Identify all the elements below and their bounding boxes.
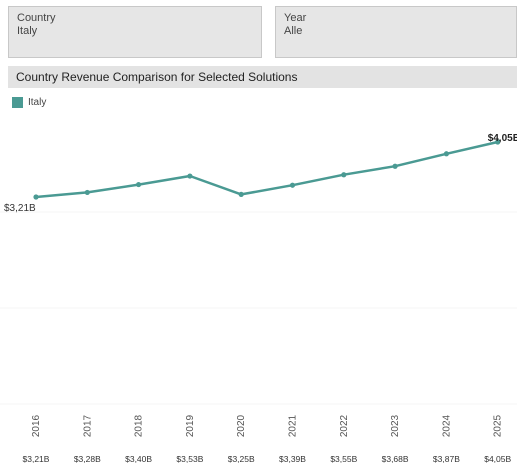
value-label-2020: $3,25B xyxy=(228,454,255,464)
x-tick-label-2018: 2018 xyxy=(134,414,145,437)
legend: Italy xyxy=(12,95,46,109)
data-point-2025 xyxy=(495,139,501,145)
data-point-2019 xyxy=(187,173,193,179)
x-tick-label-2024: 2024 xyxy=(441,414,452,437)
data-point-2022 xyxy=(341,172,347,178)
chart-title: Country Revenue Comparison for Selected … xyxy=(8,66,517,88)
data-point-2023 xyxy=(392,163,398,169)
value-label-2017: $3,28B xyxy=(74,454,101,464)
data-point-2017 xyxy=(84,189,90,196)
value-label-2016: $3,21B xyxy=(23,454,50,464)
data-label-first: $3,21B xyxy=(4,203,36,214)
year-filter-label: Year xyxy=(284,12,307,24)
series-line-italy xyxy=(34,140,499,199)
country-filter[interactable]: Country Italy xyxy=(8,6,262,58)
x-tick-label-2025: 2025 xyxy=(493,414,504,437)
x-tick-label-2019: 2019 xyxy=(185,414,196,437)
x-tick-label-2021: 2021 xyxy=(288,414,299,437)
value-label-2024: $3,87B xyxy=(433,454,460,464)
country-filter-label: Country xyxy=(17,12,56,24)
year-filter-value[interactable]: Alle xyxy=(284,25,303,37)
x-tick-label-2023: 2023 xyxy=(390,414,401,437)
value-label-2019: $3,53B xyxy=(176,454,203,464)
x-tick-label-2020: 2020 xyxy=(236,414,247,437)
x-tick-label-2016: 2016 xyxy=(31,414,42,437)
value-label-2021: $3,39B xyxy=(279,454,306,464)
data-point-2024 xyxy=(443,151,449,157)
data-point-2021 xyxy=(289,182,296,188)
data-point-2018 xyxy=(136,181,142,188)
value-label-2025: $4,05B xyxy=(484,454,511,464)
data-point-2020 xyxy=(238,191,244,197)
x-tick-label-2017: 2017 xyxy=(82,414,93,437)
data-label-last: $4,05B xyxy=(488,133,517,144)
legend-label-italy: Italy xyxy=(28,96,47,108)
value-label-2023: $3,68B xyxy=(382,454,409,464)
legend-swatch-italy xyxy=(12,96,23,108)
x-tick-label-2022: 2022 xyxy=(339,414,350,437)
value-label-2022: $3,55B xyxy=(330,454,357,464)
data-point-2016 xyxy=(33,194,39,200)
country-filter-value[interactable]: Italy xyxy=(17,25,38,37)
value-label-2018: $3,40B xyxy=(125,454,152,464)
